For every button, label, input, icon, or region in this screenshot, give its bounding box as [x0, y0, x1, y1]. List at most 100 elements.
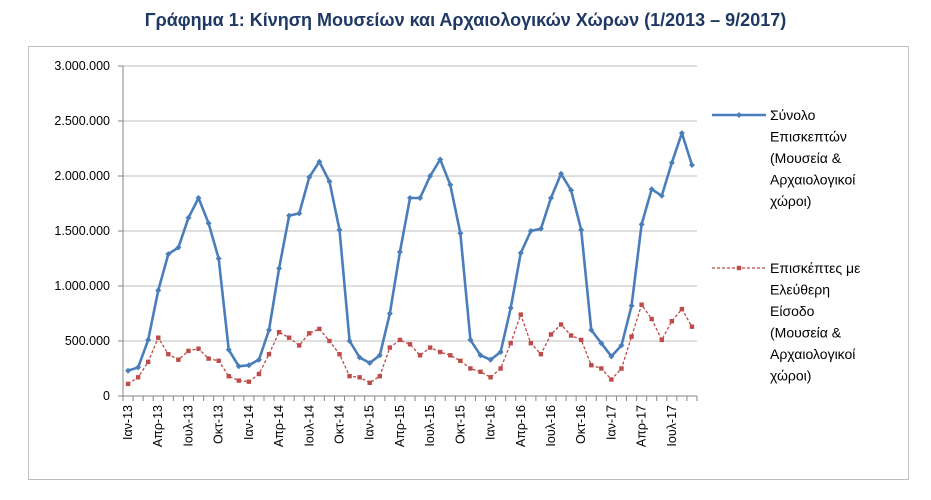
data-point: [477, 352, 484, 359]
data-point: [215, 255, 222, 262]
data-point: [176, 357, 181, 362]
data-point: [336, 226, 343, 233]
data-point: [175, 244, 182, 251]
legend-label: Αρχαιολογικοί: [770, 172, 855, 188]
legend-label: (Μουσεία &: [770, 150, 842, 166]
data-point: [498, 366, 503, 371]
x-tick-label: Απρ-17: [635, 405, 649, 447]
data-point: [286, 335, 292, 340]
x-axis-tick-labels: Ιαν-13 Απρ-13 Ιουλ-13 Οκτ-13 Ιαν-14 Απρ-14 Ιου…: [121, 405, 679, 447]
chart-title: Γράφημα 1: Κίνηση Μουσείων και Αρχαιολογ…: [144, 10, 787, 30]
x-tick-label: Απρ-16: [514, 405, 528, 447]
data-point: [468, 366, 473, 371]
x-tick-label: Ιαν-14: [242, 405, 256, 440]
data-point: [507, 305, 514, 311]
series-line: [127, 131, 694, 372]
x-tick-label: Ιαν-17: [604, 405, 618, 440]
legend: Σύνολο Επισκεπτών (Μουσεία & Αρχαιολογικοί χ…: [712, 107, 860, 384]
data-point: [689, 324, 695, 329]
legend-label: Επισκέπτες με: [770, 260, 860, 276]
data-point: [548, 332, 554, 337]
data-point: [347, 374, 352, 379]
data-point: [307, 331, 312, 336]
data-point: [397, 337, 403, 343]
data-point: [206, 356, 211, 361]
data-point: [478, 369, 483, 374]
data-point: [659, 337, 664, 343]
axes: [118, 65, 698, 401]
data-point: [195, 195, 202, 201]
series-free-entry-visitors: [125, 302, 695, 387]
data-point: [619, 366, 624, 371]
data-point: [296, 210, 303, 217]
data-point: [558, 322, 564, 327]
x-tick-label: Ιαν-15: [363, 405, 377, 440]
data-point: [377, 374, 382, 379]
y-tick-label: 1.000.000: [54, 279, 110, 293]
data-point: [508, 341, 513, 346]
data-point: [538, 352, 544, 357]
series-lines: [125, 130, 695, 387]
data-point: [235, 363, 242, 370]
data-point: [356, 354, 363, 361]
data-point: [186, 348, 191, 354]
data-point: [387, 345, 393, 350]
data-point: [367, 380, 372, 385]
data-point: [156, 335, 161, 340]
data-point: [497, 349, 504, 355]
x-tick-label: Ιαν-16: [484, 405, 498, 440]
data-point: [487, 356, 494, 363]
data-point: [458, 358, 463, 363]
x-tick-label: Ιουλ-13: [181, 405, 195, 447]
data-point: [568, 187, 575, 194]
data-point: [145, 359, 151, 365]
data-point: [537, 225, 544, 232]
data-point: [588, 327, 595, 333]
data-point: [467, 336, 474, 343]
data-point: [266, 352, 272, 357]
data-point: [629, 334, 634, 339]
series-line: [127, 304, 693, 385]
data-point: [578, 337, 584, 343]
data-point: [276, 330, 282, 335]
data-point: [317, 326, 322, 332]
data-point: [125, 381, 131, 387]
legend-label: Ελεύθερη: [770, 282, 830, 298]
data-point: [639, 302, 644, 307]
data-point: [165, 251, 172, 258]
series-total-visitors: [125, 130, 695, 374]
data-point: [638, 221, 645, 228]
data-point: [668, 159, 675, 166]
data-point: [226, 374, 231, 379]
data-point: [649, 316, 654, 322]
data-point: [357, 375, 362, 380]
data-point: [316, 158, 323, 165]
data-point: [417, 195, 424, 201]
legend-label: Είσοδο: [770, 303, 815, 319]
gridlines: [123, 65, 697, 342]
x-tick-label: Ιουλ-14: [302, 405, 316, 447]
data-point: [297, 343, 302, 348]
data-point: [457, 230, 464, 237]
data-point: [527, 228, 534, 234]
data-point: [125, 367, 132, 374]
data-point: [628, 302, 635, 309]
x-tick-label: Οκτ-15: [453, 405, 467, 444]
data-point: [276, 265, 283, 272]
chart-frame: [28, 46, 909, 480]
data-point: [286, 212, 293, 219]
data-point: [225, 346, 232, 353]
data-point: [558, 170, 565, 177]
data-point: [407, 342, 413, 347]
data-point: [407, 195, 413, 201]
data-point: [437, 156, 444, 163]
y-tick-label: 3.000.000: [54, 59, 110, 73]
x-tick-label: Ιουλ-17: [665, 405, 679, 447]
x-tick-label: Ιουλ-16: [544, 405, 558, 447]
legend-label: Αρχαιολογικοί: [770, 346, 855, 362]
y-tick-label: 500.000: [65, 334, 110, 348]
legend-label: χώροι): [770, 368, 811, 384]
data-point: [578, 226, 585, 233]
data-point: [547, 195, 554, 201]
legend-entry: Σύνολο Επισκεπτών (Μουσεία & Αρχαιολογικοί χ…: [712, 107, 855, 209]
